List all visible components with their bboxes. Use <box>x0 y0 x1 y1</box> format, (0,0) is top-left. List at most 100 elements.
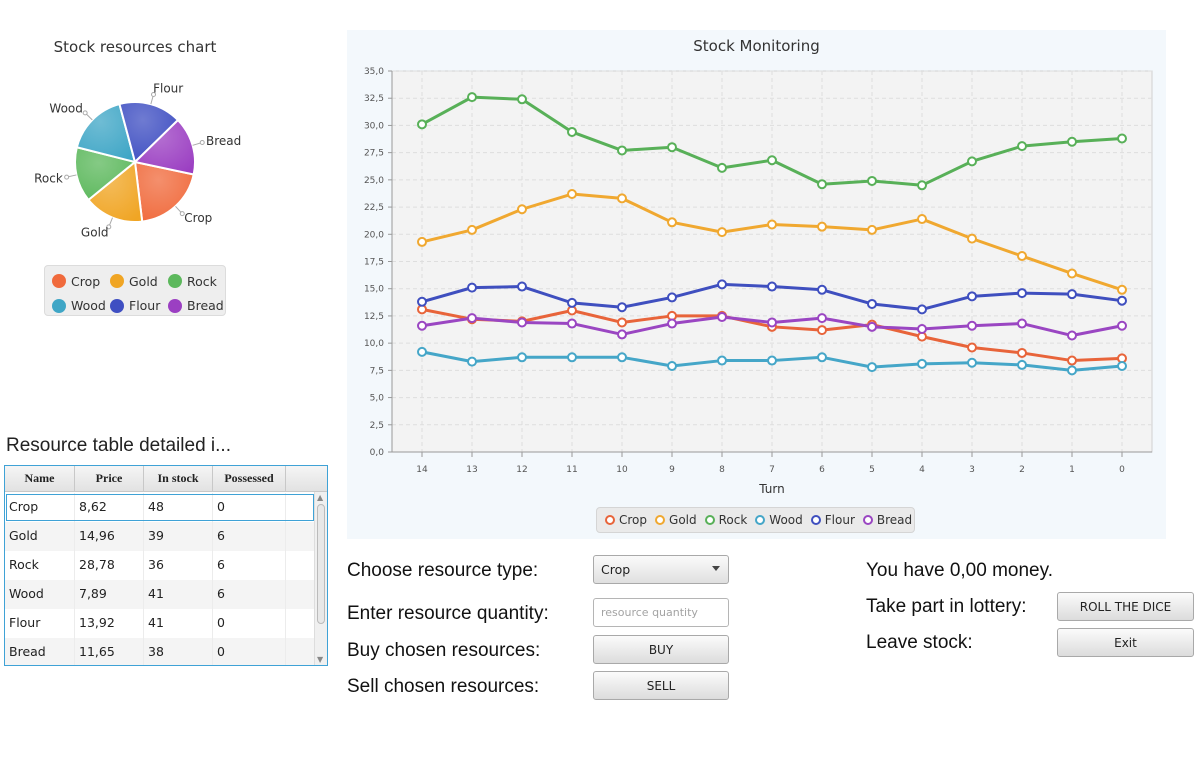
y-tick-label: 20,0 <box>364 230 384 240</box>
data-point-gold <box>1017 251 1027 262</box>
data-point-crop <box>1017 347 1027 358</box>
pie-label: Gold <box>81 225 109 239</box>
data-point-bread <box>1067 330 1077 341</box>
data-point-bread <box>1017 318 1027 329</box>
data-point-wood <box>667 361 677 372</box>
data-point-wood <box>517 352 527 363</box>
data-point-rock <box>767 155 777 166</box>
data-point-wood <box>467 356 477 367</box>
line-chart-title: Stock Monitoring <box>693 37 820 55</box>
pie-legend-item: Flour <box>110 297 168 316</box>
pie-slice-bread <box>132 118 196 176</box>
scroll-down-icon[interactable]: ▼ <box>317 655 324 664</box>
column-header-in-stock[interactable]: In stock <box>144 466 213 491</box>
y-tick-label: 7,5 <box>370 366 384 376</box>
pie-label-marker <box>151 91 157 97</box>
y-tick-label: 30,0 <box>364 121 384 131</box>
pie-slice-flour <box>118 101 180 164</box>
table-row[interactable]: Crop 8,62 48 0 <box>5 493 315 522</box>
data-point-wood <box>1067 365 1077 376</box>
data-point-flour <box>517 281 527 292</box>
resource-table[interactable]: Name Price In stock Possessed Crop 8,62 48… <box>4 465 328 666</box>
pie-label-marker <box>64 174 70 180</box>
cell-in-stock: 38 <box>144 638 213 665</box>
y-tick-label: 17,5 <box>364 258 384 268</box>
column-header-possessed[interactable]: Possessed <box>213 466 286 491</box>
exit-button[interactable]: Exit <box>1057 628 1194 657</box>
resource-type-select[interactable]: Crop <box>593 555 729 584</box>
y-tick-label: 15,0 <box>364 285 384 295</box>
y-tick-label: 0,0 <box>370 448 385 458</box>
cell-name: Flour <box>5 609 75 638</box>
buy-label: Buy chosen resources: <box>347 640 541 661</box>
roll-dice-button[interactable]: ROLL THE DICE <box>1057 592 1194 621</box>
data-point-rock <box>817 179 827 190</box>
quantity-input[interactable]: resource quantity <box>593 598 729 627</box>
data-point-bread <box>1117 320 1127 331</box>
cell-in-stock: 39 <box>144 522 213 551</box>
x-tick-label: 2 <box>1019 465 1025 475</box>
table-row[interactable]: Rock 28,78 36 6 <box>5 551 315 580</box>
scroll-thumb[interactable] <box>317 504 325 624</box>
choose-resource-label: Choose resource type: <box>347 560 539 581</box>
table-scrollbar[interactable]: ▲ ▼ <box>314 492 327 665</box>
pie-label: Flour <box>153 82 183 96</box>
legend-swatch <box>52 274 66 289</box>
data-point-wood <box>1017 359 1027 370</box>
x-tick-label: 1 <box>1069 465 1075 475</box>
data-point-wood <box>417 346 427 357</box>
data-point-gold <box>1067 268 1077 279</box>
line-legend-item: Bread <box>862 513 912 527</box>
legend-marker <box>605 515 615 525</box>
line-legend-item: Flour <box>810 513 855 527</box>
cell-in-stock: 41 <box>144 609 213 638</box>
pie-label: Wood <box>49 102 82 116</box>
legend-swatch <box>110 274 124 289</box>
table-row[interactable]: Bread 11,65 38 0 <box>5 638 315 665</box>
cell-possessed: 0 <box>213 609 286 638</box>
data-point-gold <box>617 193 627 204</box>
table-row[interactable]: Flour 13,92 41 0 <box>5 609 315 638</box>
data-point-flour <box>467 282 477 293</box>
cell-name: Rock <box>5 551 75 580</box>
column-header-price[interactable]: Price <box>75 466 144 491</box>
table-row[interactable]: Wood 7,89 41 6 <box>5 580 315 609</box>
data-point-gold <box>517 204 527 215</box>
sell-button[interactable]: SELL <box>593 671 729 700</box>
x-tick-label: 5 <box>869 465 875 475</box>
data-point-wood <box>917 358 927 369</box>
column-header-name[interactable]: Name <box>5 466 75 491</box>
data-point-crop <box>617 317 627 328</box>
data-point-crop <box>1067 355 1077 366</box>
data-point-flour <box>1017 288 1027 299</box>
cell-possessed: 0 <box>213 638 286 665</box>
legend-marker <box>810 515 821 525</box>
legend-label: Crop <box>619 513 648 527</box>
legend-label: Rock <box>718 513 748 527</box>
buy-button[interactable]: BUY <box>593 635 729 664</box>
data-point-flour <box>1117 295 1127 306</box>
scroll-up-icon[interactable]: ▲ <box>317 493 324 502</box>
table-row[interactable]: Gold 14,96 39 6 <box>5 522 315 551</box>
line-legend-item: Rock <box>704 513 748 527</box>
pie-label: Bread <box>206 134 241 148</box>
y-tick-label: 25,0 <box>364 176 384 186</box>
legend-swatch <box>52 298 66 313</box>
table-title: Resource table detailed i... <box>6 435 231 456</box>
x-tick-label: 0 <box>1119 465 1125 475</box>
line-legend: Crop Gold Rock Wood Flour Bread <box>596 507 915 533</box>
data-point-bread <box>467 313 477 324</box>
legend-marker <box>862 515 873 525</box>
data-point-bread <box>417 320 427 331</box>
data-point-gold <box>667 217 677 228</box>
cell-price: 28,78 <box>75 551 144 580</box>
data-point-wood <box>717 355 727 366</box>
cell-in-stock: 41 <box>144 580 213 609</box>
data-point-flour <box>967 291 977 302</box>
legend-label: Wood <box>71 298 106 314</box>
data-point-gold <box>917 214 927 225</box>
quantity-label: Enter resource quantity: <box>347 603 549 624</box>
data-point-gold <box>1117 284 1127 295</box>
data-point-wood <box>967 357 977 368</box>
data-point-rock <box>667 142 677 153</box>
